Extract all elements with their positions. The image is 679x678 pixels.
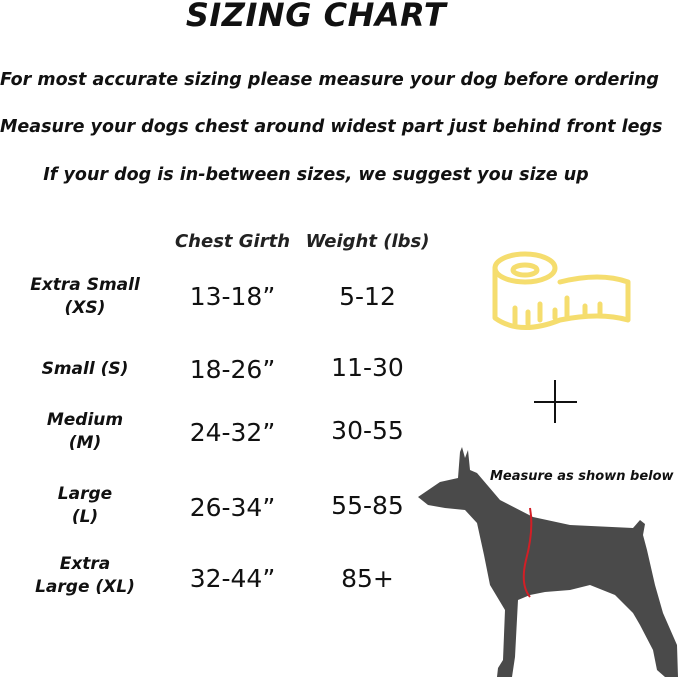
chest-m: 24-32”: [189, 418, 276, 447]
chest-s: 18-26”: [189, 355, 276, 384]
size-label-xs: Extra Small (XS): [10, 274, 160, 320]
size-line-1: Extra Small: [30, 275, 140, 295]
size-line-1: Small (S): [41, 359, 129, 379]
weight-xl: 85+: [341, 564, 394, 593]
size-line-1: Extra: [59, 554, 111, 574]
chest-xs: 13-18”: [189, 282, 276, 311]
weight-m: 30-55: [331, 416, 404, 445]
header-chest-girth: Chest Girth: [174, 231, 291, 252]
measure-label: Measure as shown below: [490, 469, 674, 484]
size-label-s: Small (S): [10, 358, 160, 381]
instruction-3: If your dog is in-between sizes, we sugg…: [43, 165, 589, 185]
weight-xs: 5-12: [339, 282, 396, 311]
chest-xl: 32-44”: [189, 564, 276, 593]
size-line-2: (L): [71, 507, 99, 527]
size-line-2: Large (XL): [35, 577, 135, 597]
size-label-m: Medium (M): [10, 409, 160, 455]
size-line-2: (M): [68, 433, 102, 453]
size-line-1: Large: [57, 484, 113, 504]
size-line-2: (XS): [64, 298, 106, 318]
chest-l: 26-34”: [189, 493, 276, 522]
header-weight: Weight (lbs): [305, 231, 430, 252]
size-line-1: Medium: [46, 410, 124, 430]
size-label-l: Large (L): [10, 483, 160, 529]
weight-l: 55-85: [331, 491, 404, 520]
instruction-1: For most accurate sizing please measure …: [0, 70, 659, 90]
measuring-tape-icon: [492, 251, 631, 331]
page-title: SIZING CHART: [185, 0, 447, 34]
weight-s: 11-30: [331, 353, 404, 382]
plus-icon: [534, 380, 577, 423]
size-label-xl: Extra Large (XL): [10, 553, 160, 599]
dog-silhouette: [418, 447, 678, 677]
instruction-2: Measure your dogs chest around widest pa…: [0, 117, 663, 137]
measure-line: [522, 507, 533, 598]
